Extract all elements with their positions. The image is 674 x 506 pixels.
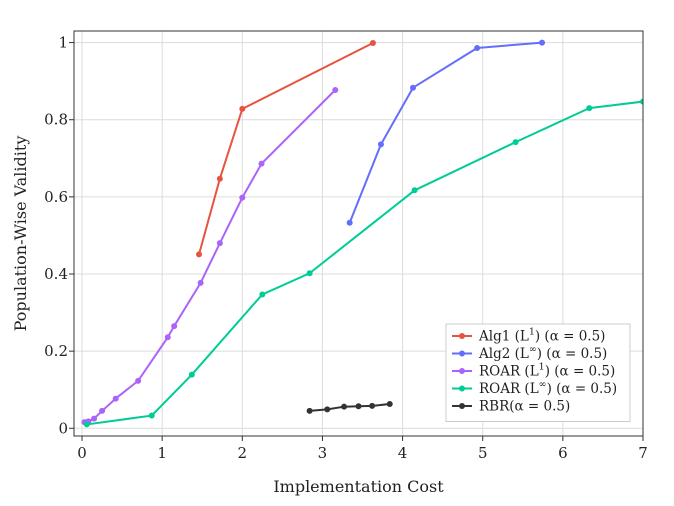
data-point: [386, 400, 393, 407]
data-point: [411, 187, 418, 194]
data-point: [346, 219, 353, 226]
data-point: [258, 160, 265, 167]
series-line: [348, 41, 543, 224]
data-point: [112, 395, 119, 402]
plot-frame: [73, 30, 644, 437]
series-1: [346, 39, 546, 226]
x-tick-label: 6: [558, 444, 568, 462]
data-point: [640, 98, 643, 105]
series-line: [84, 89, 336, 424]
data-point: [99, 407, 106, 414]
series-4: [306, 400, 393, 414]
y-tick-label: 0.4: [44, 265, 68, 283]
y-tick-label: 0.6: [44, 188, 68, 206]
legend-label: RBR(α = 0.5): [479, 399, 570, 415]
data-point: [377, 141, 384, 148]
data-point: [586, 105, 593, 112]
data-point: [188, 371, 195, 378]
data-point: [91, 415, 98, 422]
data-point: [196, 251, 203, 258]
data-point: [197, 279, 204, 286]
legend-label: ROAR (L1) (α = 0.5): [479, 362, 615, 380]
series-0: [196, 39, 376, 258]
legend-item: Alg2 (L∞) (α = 0.5): [452, 344, 607, 362]
x-tick-label: 2: [238, 444, 248, 462]
legend-marker: [459, 350, 465, 357]
data-point: [216, 240, 223, 247]
x-tick-label: 3: [318, 444, 328, 462]
legend-marker: [459, 385, 465, 392]
data-point: [216, 175, 223, 182]
y-tick-label: 0.8: [44, 111, 68, 129]
x-axis-title: Implementation Cost: [273, 477, 444, 496]
data-point: [474, 44, 481, 51]
legend-label: Alg1 (L1) (α = 0.5): [478, 327, 605, 345]
data-point: [259, 291, 266, 298]
data-point: [171, 323, 178, 330]
data-point: [341, 403, 348, 410]
data-point: [324, 406, 331, 413]
data-point: [135, 377, 142, 384]
series-2: [81, 87, 339, 426]
legend-label: ROAR (L∞) (α = 0.5): [479, 379, 617, 397]
data-point: [355, 403, 362, 410]
data-point: [369, 402, 376, 409]
data-point: [409, 84, 416, 91]
data-point: [369, 39, 376, 46]
series-layer: [81, 39, 643, 428]
legend: Alg1 (L1) (α = 0.5)Alg2 (L∞) (α = 0.5)RO…: [445, 323, 631, 422]
y-axis-title: Population-Wise Validity: [11, 136, 30, 332]
data-point: [512, 139, 519, 146]
x-tick-label: 1: [157, 444, 167, 462]
data-point: [239, 194, 246, 201]
data-point: [164, 334, 171, 341]
legend-item: ROAR (L1) (α = 0.5): [452, 362, 615, 380]
data-point: [306, 407, 313, 414]
series-3: [83, 98, 643, 428]
data-point: [332, 87, 339, 94]
grid: [74, 31, 644, 436]
data-point: [539, 39, 546, 46]
y-tick-label: 0.2: [44, 342, 68, 360]
series-line: [198, 42, 374, 255]
data-point: [239, 105, 246, 112]
series-line: [309, 402, 390, 412]
x-tick-label: 4: [398, 444, 408, 462]
data-point: [148, 412, 155, 419]
data-point: [83, 421, 90, 428]
axis-ticks: 0 1 2 3 4 5 6 7 0 0.2 0.4 0.6 0.8 1: [44, 34, 648, 462]
legend-item: RBR(α = 0.5): [452, 399, 570, 415]
y-tick-label: 0: [58, 419, 68, 437]
legend-box: [445, 323, 631, 422]
legend-marker: [459, 403, 465, 409]
legend-label: Alg2 (L∞) (α = 0.5): [478, 344, 607, 362]
x-tick-label: 5: [478, 444, 488, 462]
legend-item: ROAR (L∞) (α = 0.5): [452, 379, 617, 397]
x-tick-label: 0: [77, 444, 87, 462]
legend-marker: [459, 333, 465, 339]
y-tick-label: 1: [58, 34, 68, 52]
legend-marker: [459, 368, 465, 374]
data-point: [306, 270, 313, 277]
x-tick-label: 7: [638, 444, 648, 462]
legend-item: Alg1 (L1) (α = 0.5): [452, 327, 605, 345]
